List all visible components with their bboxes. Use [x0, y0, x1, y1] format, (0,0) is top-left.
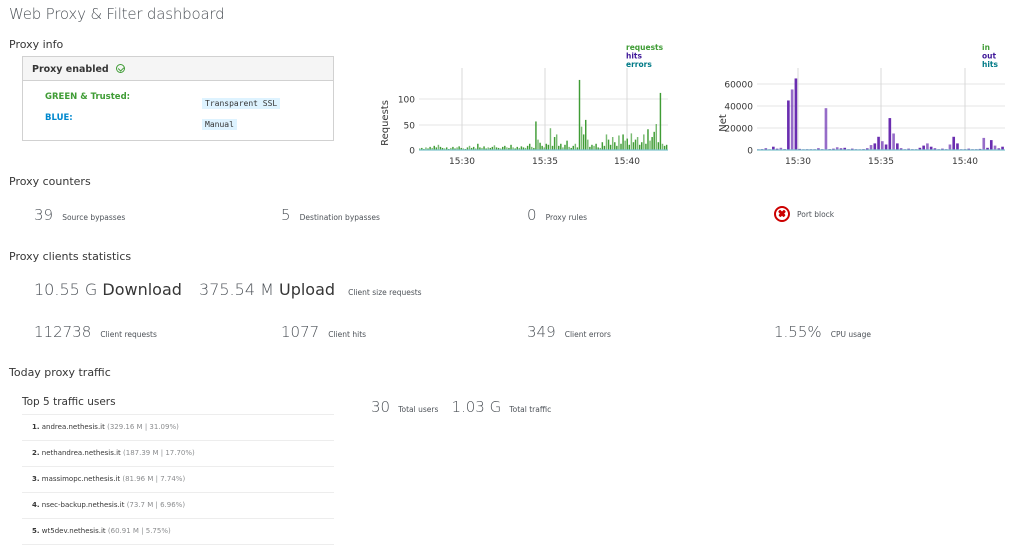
- stat-value: 1077: [281, 323, 320, 341]
- download-value: 10.55 G: [34, 280, 98, 299]
- counter-value: 5: [281, 206, 291, 224]
- proxy-counters-heading: Proxy counters: [9, 175, 91, 188]
- stat-client-requests: 112738 Client requests: [34, 322, 157, 341]
- svg-text:100: 100: [398, 96, 415, 106]
- rank: 3.: [32, 475, 40, 483]
- upload-value: 375.54 M: [199, 280, 274, 299]
- size-caption: Client size requests: [348, 288, 422, 297]
- proxy-status-label: Proxy enabled: [32, 64, 109, 75]
- counter-port-block-label: Port block: [797, 210, 835, 219]
- svg-text:15:40: 15:40: [614, 157, 640, 167]
- net-chart: 0 20000 40000 60000 15:30 15:35 15:40 Net inouth…: [718, 43, 1005, 167]
- svg-text:20000: 20000: [724, 125, 753, 135]
- error-circle-icon: [774, 206, 790, 222]
- traffic-totals: 30 Total users 1.03 G Total traffic: [371, 397, 551, 416]
- counter-value: 0: [527, 206, 537, 224]
- host: massimopc.nethesis.it: [41, 475, 121, 483]
- host: wt5dev.nethesis.it: [41, 527, 106, 535]
- rank: 1.: [32, 423, 40, 431]
- svg-text:requests: requests: [626, 43, 664, 52]
- interface-blue-mode: Manual: [202, 112, 237, 131]
- svg-text:hits: hits: [982, 60, 998, 69]
- counter-source-bypasses: 39 Source bypasses: [34, 205, 125, 224]
- svg-text:0: 0: [747, 147, 753, 157]
- download-label: Download: [102, 280, 182, 299]
- counter-label: Destination bypasses: [299, 213, 380, 222]
- svg-text:15:35: 15:35: [868, 157, 894, 167]
- stat-value: 349: [527, 323, 556, 341]
- interface-green-mode: Transparent SSL: [202, 91, 281, 110]
- traffic-detail: (187.39 M | 17.70%): [123, 449, 195, 457]
- list-item: 1. andrea.nethesis.it (329.16 M | 31.09%…: [22, 415, 334, 441]
- check-circle-icon: [116, 64, 126, 73]
- svg-text:0: 0: [409, 147, 415, 157]
- counter-value: 39: [34, 206, 54, 224]
- interface-blue-label: BLUE:: [45, 113, 73, 123]
- interface-green-mode-tag: Transparent SSL: [202, 98, 281, 109]
- proxy-status-header: Proxy enabled: [23, 57, 333, 81]
- total-traffic-label: Total traffic: [509, 405, 552, 414]
- traffic-detail: (73.7 M | 6.96%): [126, 501, 186, 509]
- proxy-info-heading: Proxy info: [9, 38, 64, 51]
- svg-text:errors: errors: [626, 60, 652, 69]
- today-traffic-heading: Today proxy traffic: [9, 366, 111, 379]
- top5-title: Top 5 traffic users: [22, 396, 116, 408]
- stat-label: Client errors: [564, 330, 611, 339]
- stat-cpu-usage: 1.55% CPU usage: [774, 322, 871, 341]
- list-item: 2. nethandrea.nethesis.it (187.39 M | 17…: [22, 441, 334, 467]
- counter-proxy-rules: 0 Proxy rules: [527, 205, 587, 224]
- svg-text:Net: Net: [718, 114, 729, 132]
- list-item: 4. nsec-backup.nethesis.it (73.7 M | 6.9…: [22, 493, 334, 519]
- svg-text:out: out: [982, 52, 996, 61]
- traffic-detail: (329.16 M | 31.09%): [107, 423, 179, 431]
- counter-label: Proxy rules: [545, 213, 588, 222]
- rank: 2.: [32, 449, 40, 457]
- list-item: 3. massimopc.nethesis.it (81.96 M | 7.74…: [22, 467, 334, 493]
- svg-text:15:30: 15:30: [449, 157, 475, 167]
- stat-value: 112738: [34, 323, 92, 341]
- svg-text:in: in: [982, 43, 990, 52]
- svg-text:15:35: 15:35: [532, 157, 558, 167]
- svg-text:50: 50: [404, 122, 416, 132]
- traffic-detail: (60.91 M | 5.75%): [107, 527, 171, 535]
- total-traffic-value: 1.03 G: [451, 398, 502, 416]
- page-title: Web Proxy & Filter dashboard: [9, 5, 225, 23]
- counter-destination-bypasses: 5 Destination bypasses: [281, 205, 380, 224]
- stat-client-errors: 349 Client errors: [527, 322, 611, 341]
- stat-value: 1.55%: [774, 323, 822, 341]
- svg-text:15:30: 15:30: [785, 157, 811, 167]
- rank: 4.: [32, 501, 40, 509]
- traffic-detail: (81.96 M | 7.74%): [122, 475, 186, 483]
- proxy-info-card: Proxy enabled GREEN & Trusted: Transpare…: [22, 56, 334, 141]
- host: andrea.nethesis.it: [41, 423, 105, 431]
- list-item: 5. wt5dev.nethesis.it (60.91 M | 5.75%): [22, 519, 334, 545]
- counter-label: Source bypasses: [62, 213, 126, 222]
- total-users-value: 30: [371, 398, 391, 416]
- rank: 5.: [32, 527, 40, 535]
- total-users-label: Total users: [398, 405, 439, 414]
- svg-text:40000: 40000: [724, 103, 753, 113]
- svg-text:15:40: 15:40: [952, 157, 978, 167]
- interface-blue-mode-tag: Manual: [202, 119, 237, 130]
- stat-label: Client hits: [328, 330, 367, 339]
- upload-label: Upload: [278, 280, 336, 299]
- interface-green-label: GREEN & Trusted:: [45, 92, 131, 102]
- host: nethandrea.nethesis.it: [41, 449, 121, 457]
- client-size-requests: 10.55 G Download 375.54 M Upload Client …: [34, 280, 422, 299]
- svg-text:60000: 60000: [724, 81, 753, 91]
- requests-chart: 0 50 100 15:30 15:35 15:40 Requests requestshit…: [380, 43, 668, 167]
- top5-list: 1. andrea.nethesis.it (329.16 M | 31.09%…: [22, 414, 334, 545]
- stat-label: Client requests: [100, 330, 157, 339]
- svg-text:Requests: Requests: [380, 100, 391, 146]
- host: nsec-backup.nethesis.it: [41, 501, 125, 509]
- svg-text:hits: hits: [626, 52, 642, 61]
- stat-client-hits: 1077 Client hits: [281, 322, 366, 341]
- client-stats-heading: Proxy clients statistics: [9, 250, 132, 263]
- stat-label: CPU usage: [830, 330, 872, 339]
